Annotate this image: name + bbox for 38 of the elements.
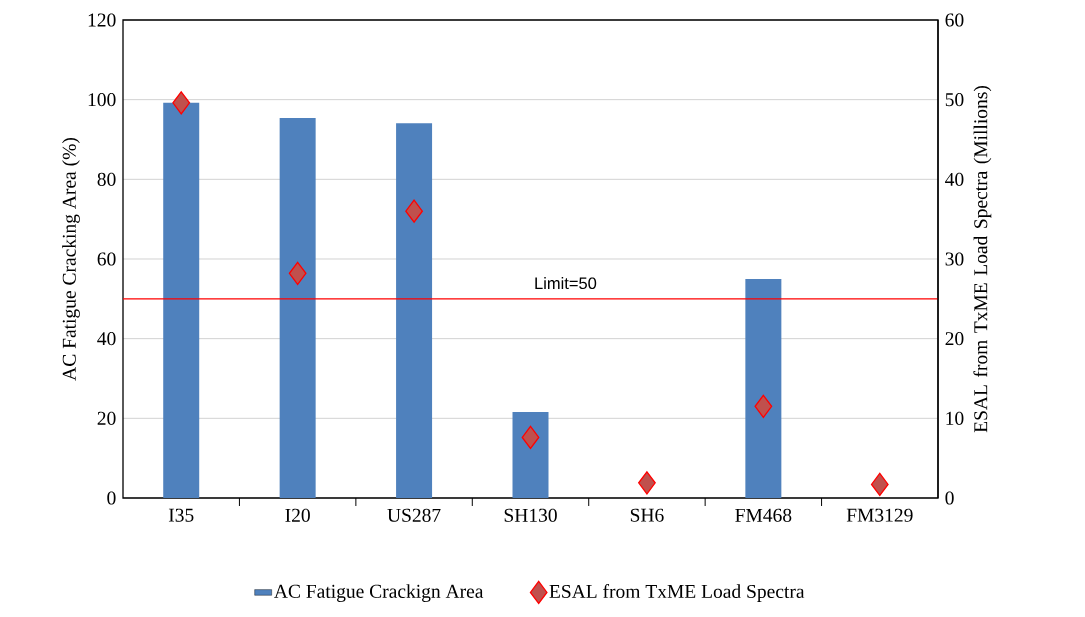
bar bbox=[163, 102, 200, 498]
y-axis-title: AC Fatigue Cracking Area (%) bbox=[62, 138, 80, 381]
y2-tick-label: 50 bbox=[945, 93, 964, 107]
legend-label: AC Fatigue Crackign Area bbox=[274, 584, 484, 602]
y-tick-label: 80 bbox=[97, 172, 116, 186]
y-tick-label: 100 bbox=[88, 93, 116, 107]
y2-tick-label: 10 bbox=[946, 411, 964, 425]
point bbox=[521, 425, 540, 450]
x-tick-label: I35 bbox=[168, 508, 194, 522]
point bbox=[405, 199, 423, 223]
x-tick-label: FM468 bbox=[735, 508, 792, 522]
bar bbox=[512, 411, 549, 498]
point bbox=[288, 261, 307, 285]
point bbox=[638, 471, 656, 495]
ref-line-label: Limit=50 bbox=[535, 277, 597, 290]
bar bbox=[396, 123, 433, 498]
y-tick-label: 20 bbox=[97, 411, 116, 425]
point bbox=[754, 394, 773, 419]
y-tick-label: 120 bbox=[88, 13, 116, 27]
legend-label: ESAL from TxME Load Spectra bbox=[549, 584, 805, 602]
y-tick-label: 40 bbox=[97, 332, 116, 346]
x-tick-label: SH130 bbox=[504, 508, 557, 522]
x-tick-label: SH6 bbox=[630, 508, 664, 522]
x-tick-label: FM3129 bbox=[846, 508, 913, 522]
point bbox=[172, 91, 191, 115]
bar bbox=[745, 278, 782, 498]
y2-tick-label: 0 bbox=[945, 491, 954, 505]
y-tick-label: 60 bbox=[97, 252, 116, 266]
x-tick-label: US287 bbox=[387, 508, 441, 522]
y2-tick-label: 40 bbox=[945, 172, 964, 186]
y-tick-label: 0 bbox=[107, 491, 116, 505]
y2-tick-label: 20 bbox=[945, 332, 964, 346]
x-tick-label: I20 bbox=[285, 508, 310, 522]
y2-axis-title: ESAL from TxME Load Spectra (Millions) bbox=[973, 85, 992, 433]
bar bbox=[279, 117, 316, 498]
y2-tick-label: 30 bbox=[945, 252, 964, 266]
y2-tick-label: 60 bbox=[945, 13, 964, 27]
point bbox=[870, 472, 889, 497]
